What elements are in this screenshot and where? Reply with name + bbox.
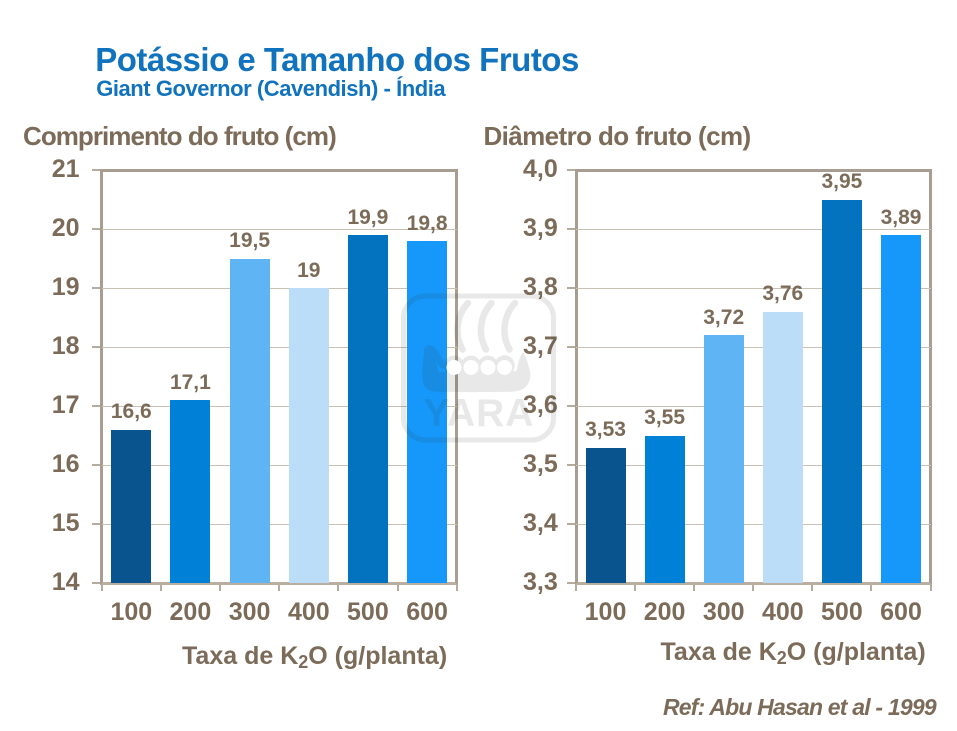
svg-text:YARA: YARA <box>424 392 535 435</box>
